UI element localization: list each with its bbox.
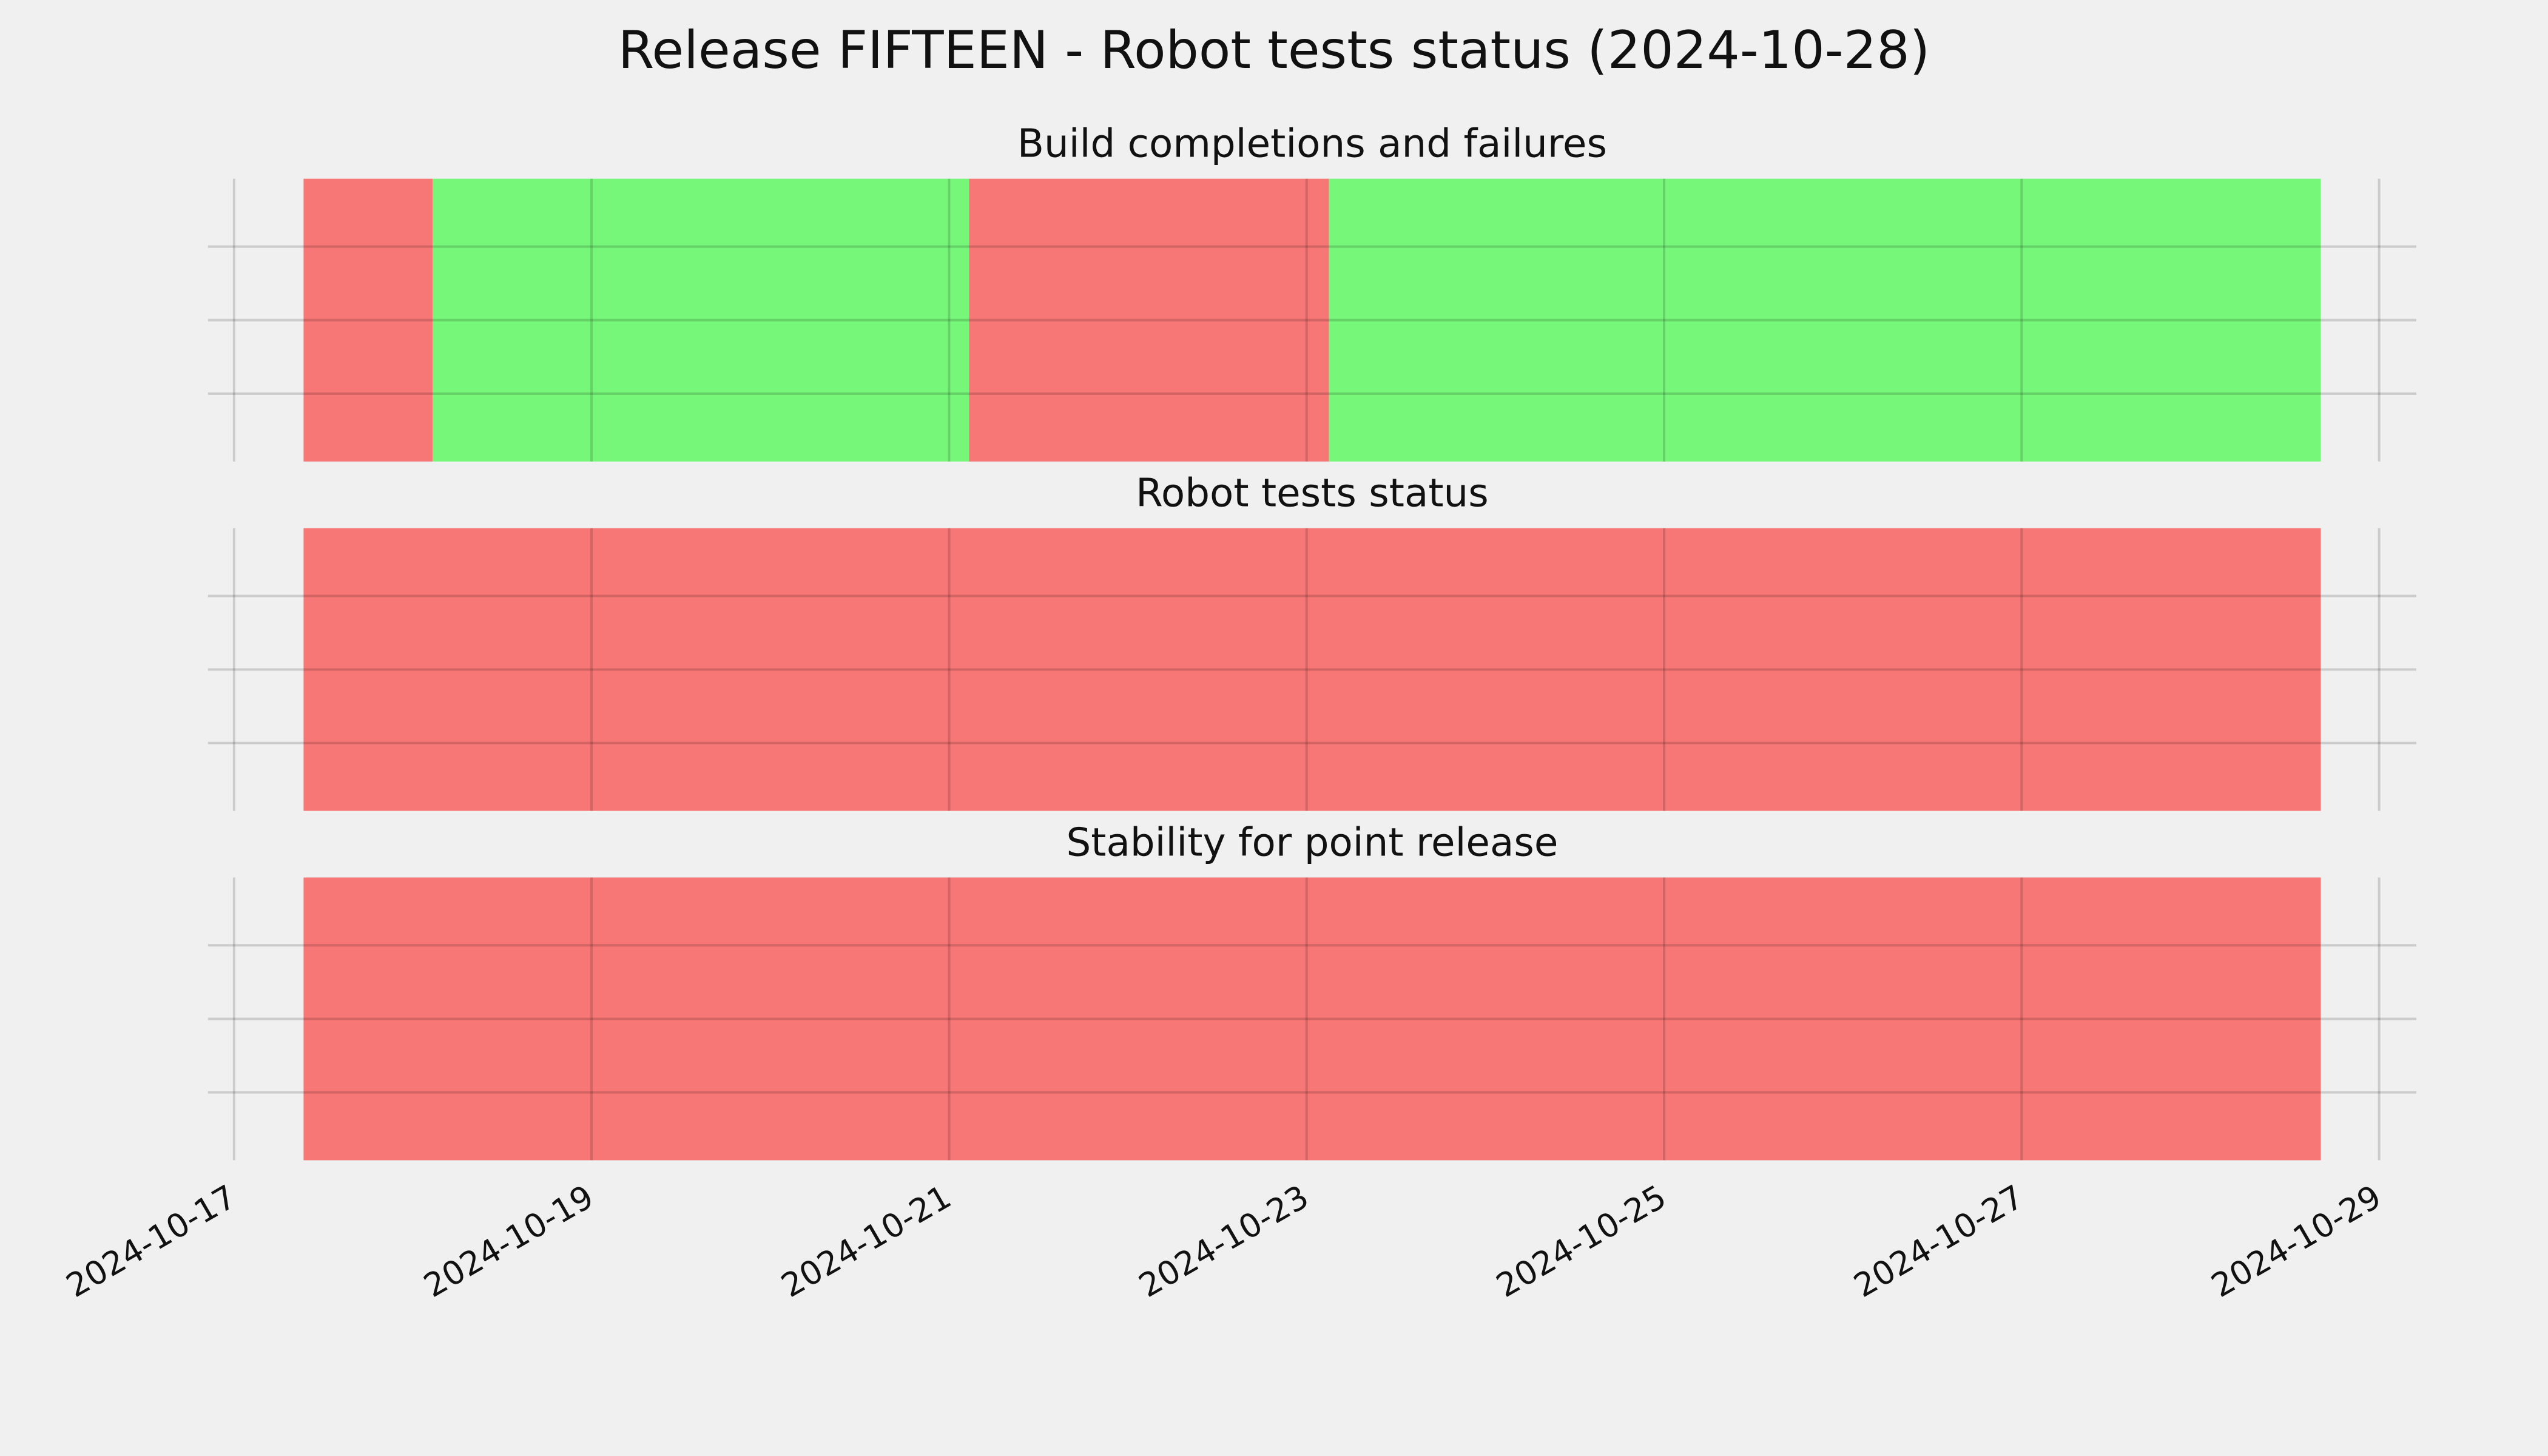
status-span <box>303 178 433 462</box>
status-span <box>303 528 2321 811</box>
status-span <box>1329 178 2321 462</box>
panel-title: Stability for point release <box>1067 820 1559 865</box>
status-span <box>969 178 1329 462</box>
chart-title: Release FIFTEEN - Robot tests status (20… <box>618 20 1930 81</box>
panel-title: Robot tests status <box>1136 471 1489 516</box>
panel-title: Build completions and failures <box>1017 121 1607 167</box>
status-span <box>303 877 2321 1161</box>
status-span <box>433 178 969 462</box>
